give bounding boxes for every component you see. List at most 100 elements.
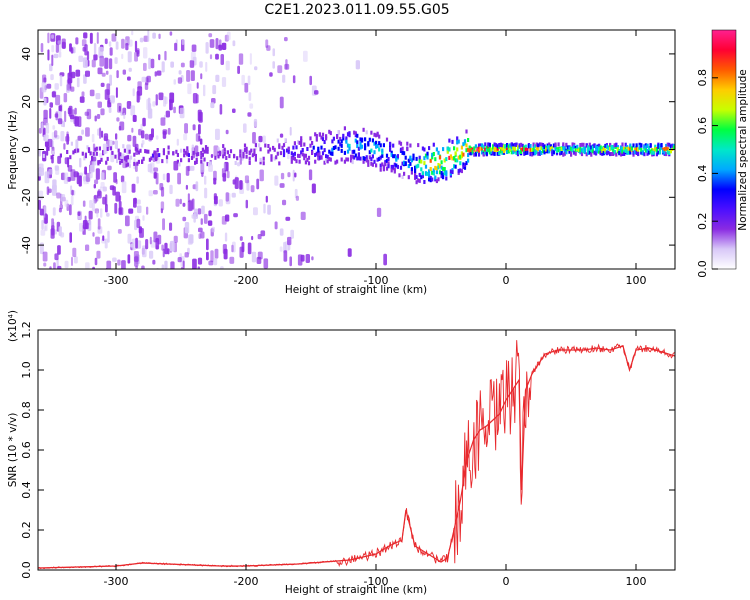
spectrogram-signal-cell [403, 160, 406, 165]
spectrogram-signal-cell [527, 144, 530, 149]
spectrogram-noise-cell [109, 95, 115, 103]
spectrogram-signal-cell [640, 147, 643, 152]
spectrogram-signal-cell [629, 150, 632, 155]
spectrogram-signal-cell [414, 165, 417, 170]
spectrogram-signal-cell [644, 145, 647, 150]
spectrogram-noise-cell [85, 172, 91, 182]
spectrogram-noise-cell [224, 232, 228, 242]
spectrogram-signal-cell [510, 142, 513, 147]
spectrogram-signal-cell [566, 145, 569, 150]
spectrogram-noise-cell [127, 134, 132, 142]
spectrogram-signal-cell [303, 153, 306, 158]
spectrogram-signal-cell [665, 152, 668, 157]
spectrogram-noise-cell [184, 222, 190, 234]
spectrogram-signal-cell [462, 162, 465, 167]
spectrogram-noise-cell [121, 260, 126, 269]
spectrogram-signal-cell [435, 179, 438, 184]
spectrogram-signal-cell [300, 139, 303, 144]
spectrogram-signal-cell [233, 153, 236, 158]
spectrogram-signal-cell [307, 161, 311, 166]
spectrogram-noise-cell [249, 53, 252, 65]
spectrogram-signal-cell [381, 148, 384, 153]
spectrogram-signal-cell [106, 156, 109, 161]
spectrogram-noise-cell [108, 41, 112, 47]
spectrogram-signal-cell [284, 138, 287, 143]
spectrogram-signal-cell [382, 164, 385, 169]
spectrogram-signal-cell [618, 151, 621, 156]
spectrogram-signal-cell [365, 158, 368, 163]
spectrogram-signal-cell [431, 177, 434, 182]
spectrogram-signal-cell [180, 148, 183, 153]
spectrogram-signal-cell [331, 151, 334, 156]
spectrogram-signal-cell [442, 175, 445, 180]
spectrogram-signal-cell [136, 161, 139, 166]
spectrogram-signal-cell [467, 158, 470, 163]
spectrogram-signal-cell [368, 137, 371, 142]
spectrogram-signal-cell [136, 148, 139, 153]
spectrogram-signal-cell [180, 158, 183, 163]
spectrogram-signal-cell [621, 146, 624, 151]
spectrogram-signal-cell [435, 166, 438, 171]
spectrogram-signal-cell [300, 142, 303, 147]
spectrogram-signal-cell [318, 132, 321, 137]
spectrogram-noise-cell [208, 33, 213, 38]
spectrogram-noise-cell [69, 204, 72, 216]
spectrogram-noise-cell [53, 53, 59, 59]
spectrogram-noise-cell [294, 172, 297, 178]
spectrogram-noise-cell [61, 38, 66, 49]
spectrogram-signal-cell [92, 151, 95, 156]
spectrogram-noise-cell [66, 203, 70, 211]
spectrogram-signal-cell [176, 153, 179, 157]
spectrogram-noise-cell [117, 259, 121, 266]
spectrogram-signal-cell [267, 149, 270, 154]
spectrogram-signal-cell [626, 145, 629, 150]
spectrogram-signal-cell [616, 145, 619, 150]
spectrogram-signal-cell [340, 139, 343, 144]
spectrogram-signal-cell [594, 151, 598, 156]
spectrogram-signal-cell [200, 155, 203, 160]
spectrogram-signal-cell [393, 162, 396, 167]
spectrogram-noise-cell [265, 195, 268, 203]
spectrogram-noise-cell [105, 70, 109, 75]
spectrogram-noise-cell [231, 192, 236, 198]
spectrogram-noise-cell [154, 71, 157, 77]
spectrogram-signal-cell [429, 175, 432, 180]
spectrogram-noise-cell [223, 162, 226, 171]
spectrogram-noise-cell [148, 57, 151, 70]
spectrogram-signal-cell [488, 150, 491, 155]
spectrogram-signal-cell [364, 146, 367, 151]
spectrogram-noise-cell [162, 248, 165, 258]
spectrogram-signal-cell [459, 168, 462, 173]
spectrogram-noise-cell [109, 47, 113, 56]
spectrogram-signal-cell [410, 158, 413, 163]
spectrogram-signal-cell [259, 157, 262, 162]
spectrogram-signal-cell [95, 146, 98, 151]
spectrogram-noise-cell [203, 213, 208, 224]
spectrogram-noise-cell [51, 218, 54, 230]
spectrogram-signal-cell [119, 160, 122, 165]
spectrogram-signal-cell [407, 158, 410, 163]
spectrogram-signal-cell [387, 161, 390, 166]
spectrogram-signal-cell [325, 154, 328, 159]
spectrogram-marks [38, 30, 675, 269]
spectrogram-noise-cell [112, 257, 117, 262]
spectrogram-signal-cell [278, 161, 281, 166]
spectrogram-noise-cell [73, 115, 77, 125]
spectrogram-noise-cell [160, 117, 166, 126]
spectrogram-noise-cell [95, 236, 100, 245]
spectrogram-signal-cell [612, 148, 615, 153]
spectrogram-signal-cell [462, 165, 465, 169]
spectrogram-signal-cell [602, 147, 605, 151]
spectrogram-signal-cell [515, 150, 518, 155]
spectrogram-signal-cell [395, 163, 398, 168]
spectrogram-signal-cell [267, 144, 270, 148]
spectrogram-signal-cell [195, 157, 198, 162]
spectrogram-noise-cell [70, 47, 74, 54]
spectrogram-noise-cell [128, 163, 131, 169]
spectrogram-signal-cell [490, 149, 493, 154]
spectrogram-signal-cell [467, 153, 470, 158]
spectrogram-noise-cell [54, 229, 57, 235]
spectrogram-signal-cell [360, 138, 364, 143]
spectrogram-noise-cell [152, 32, 156, 39]
spectrogram-signal-cell [435, 170, 438, 175]
